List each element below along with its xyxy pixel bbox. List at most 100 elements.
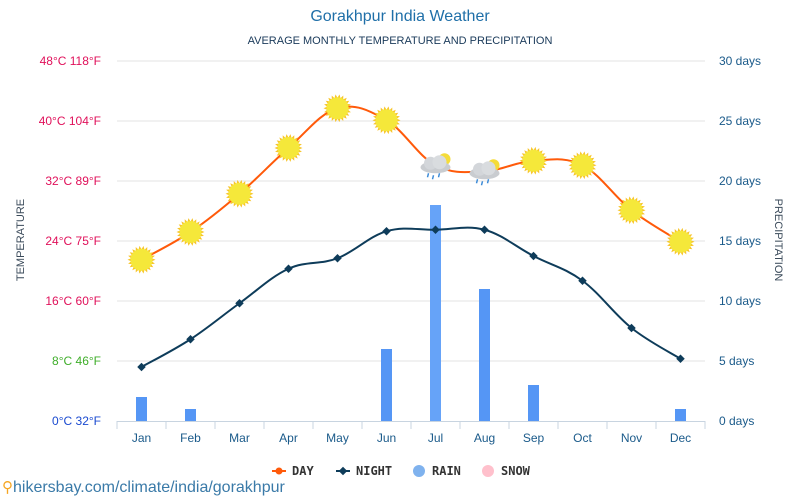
- chart-title: Gorakhpur India Weather: [310, 8, 490, 25]
- source-url[interactable]: hikersbay.com/climate/india/gorakhpur: [13, 479, 285, 496]
- sun-icon: [666, 227, 695, 256]
- night-line: [141, 226, 682, 368]
- night-point: [382, 227, 391, 236]
- y-right-tick-label: 5 days: [719, 354, 754, 368]
- legend-item-snow[interactable]: SNOW: [482, 464, 531, 478]
- y-left-tick-label: 0°C 32°F: [52, 414, 101, 428]
- legend-label: SNOW: [501, 464, 531, 478]
- rain-bar: [528, 385, 539, 421]
- rain-bars: [136, 205, 686, 421]
- legend-label: RAIN: [432, 464, 461, 478]
- y-axis-right: 30 days 25 days 20 days 15 days 10 days 5 day…: [719, 54, 761, 428]
- sun-icon: [372, 106, 401, 135]
- sun-disc: [179, 221, 202, 243]
- legend-label: DAY: [292, 464, 314, 478]
- sun-disc: [375, 109, 398, 132]
- night-point: [627, 323, 636, 333]
- sun-icon: [568, 151, 597, 180]
- night-point: [431, 225, 440, 234]
- x-tick-label: Jun: [377, 431, 396, 445]
- x-tick-label: Feb: [180, 431, 201, 445]
- x-tick-label: Jul: [428, 431, 443, 445]
- y-left-tick-label: 40°C 104°F: [39, 114, 101, 128]
- night-point: [137, 362, 146, 372]
- sun-icon: [127, 245, 156, 274]
- cloud-shape: [481, 161, 496, 176]
- cloud-rain-sun-icon: [420, 153, 451, 180]
- x-tick-label: Oct: [573, 431, 592, 445]
- y-left-tick-label: 48°C 118°F: [40, 54, 101, 68]
- sun-disc: [669, 230, 692, 253]
- legend-item-day[interactable]: DAY: [272, 464, 314, 478]
- rain-drop: [437, 173, 441, 178]
- rain-drop: [475, 179, 479, 184]
- sun-disc: [522, 149, 545, 172]
- y-axis-left-title: TEMPERATURE: [15, 199, 27, 281]
- sun-disc: [620, 199, 643, 222]
- night-point: [676, 354, 685, 363]
- sun-disc: [326, 97, 349, 120]
- legend-marker: [275, 467, 283, 475]
- line-markers: [127, 94, 695, 372]
- x-tick-label: Apr: [279, 431, 298, 445]
- sun-disc: [277, 137, 300, 159]
- sun-icon: [323, 94, 352, 123]
- rain-bar: [675, 409, 686, 421]
- x-tick-label: Nov: [621, 431, 642, 445]
- y-left-tick-label: 24°C 75°F: [45, 234, 101, 248]
- rain-bar: [430, 205, 441, 421]
- legend-marker: [413, 465, 425, 477]
- day-line: [141, 105, 682, 261]
- legend: DAY NIGHT RAIN SNOW: [272, 464, 531, 478]
- legend-item-rain[interactable]: RAIN: [413, 464, 461, 478]
- y-right-tick-label: 30 days: [719, 54, 761, 68]
- sun-disc: [228, 182, 251, 205]
- rain-drop: [426, 173, 430, 178]
- rain-drop: [431, 175, 435, 180]
- source-link[interactable]: ⚲hikersbay.com/climate/india/gorakhpur: [2, 478, 285, 497]
- y-right-tick-label: 15 days: [719, 234, 761, 248]
- y-right-tick-label: 25 days: [719, 114, 761, 128]
- y-left-tick-label: 16°C 60°F: [45, 294, 101, 308]
- y-right-tick-label: 10 days: [719, 294, 761, 308]
- sun-icon: [176, 218, 205, 246]
- x-tick-label: May: [326, 431, 349, 445]
- x-tick-label: Dec: [670, 431, 691, 445]
- sun-icon: [225, 179, 254, 208]
- rain-drop: [480, 181, 484, 186]
- night-point: [578, 276, 587, 285]
- cloud-rain-sun-icon: [469, 159, 500, 186]
- night-point: [284, 264, 293, 273]
- location-pin-icon: ⚲: [2, 479, 13, 496]
- y-axis-right-title: PRECIPITATION: [772, 199, 784, 282]
- x-tick-label: Sep: [523, 431, 545, 445]
- x-tick-label: Mar: [229, 431, 250, 445]
- night-point: [186, 335, 195, 344]
- y-right-tick-label: 20 days: [719, 174, 761, 188]
- rain-bar: [381, 349, 392, 421]
- night-point: [529, 251, 538, 261]
- legend-marker: [338, 466, 348, 476]
- sun-icon: [274, 134, 303, 162]
- y-left-tick-label: 32°C 89°F: [45, 174, 101, 188]
- night-point: [333, 254, 342, 263]
- legend-item-night[interactable]: NIGHT: [336, 464, 392, 478]
- temperature-lines: [141, 105, 682, 368]
- cloud-shape: [432, 155, 447, 170]
- night-point: [480, 225, 489, 234]
- rain-bar: [136, 397, 147, 421]
- rain-drop: [486, 179, 490, 184]
- legend-label: NIGHT: [356, 464, 392, 478]
- x-tick-label: Aug: [474, 431, 495, 445]
- y-right-tick-label: 0 days: [719, 414, 754, 428]
- y-axis-left: 48°C 118°F 40°C 104°F 32°C 89°F 24°C 75°F 16…: [39, 54, 101, 428]
- chart-subtitle: AVERAGE MONTHLY TEMPERATURE AND PRECIPIT…: [247, 35, 553, 47]
- sun-icon: [519, 146, 548, 175]
- sun-disc: [571, 154, 594, 177]
- sun-disc: [130, 248, 153, 271]
- x-axis: Jan Feb Mar Apr May Jun Jul Aug Sep Oct Nov Dec: [116, 421, 706, 445]
- rain-bar: [185, 409, 196, 421]
- rain-bar: [479, 289, 490, 421]
- x-tick-label: Jan: [132, 431, 151, 445]
